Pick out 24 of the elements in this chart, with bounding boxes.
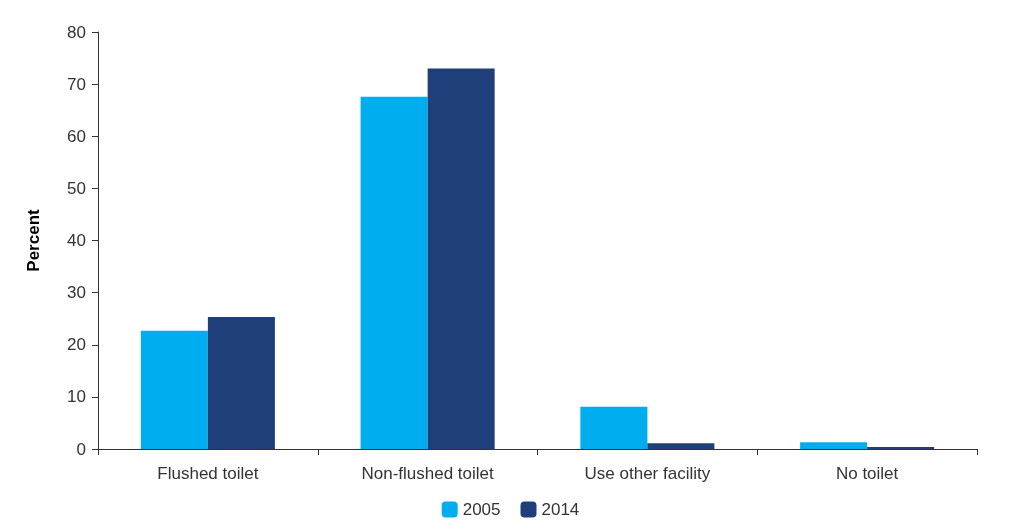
bar (427, 68, 495, 449)
legend-label: 2014 (541, 500, 580, 519)
x-tick-label: Use other facility (584, 464, 711, 483)
y-tick-label: 50 (67, 178, 86, 198)
bar (140, 330, 208, 449)
legend-label: 2005 (462, 500, 501, 519)
bar (207, 317, 275, 449)
bar (580, 406, 648, 449)
x-tick-label: Flushed toilet (157, 464, 259, 483)
y-axis-title: Percent (24, 208, 43, 272)
y-tick-label: 0 (76, 439, 86, 459)
bar (867, 446, 935, 449)
y-tick-label: 40 (67, 231, 86, 250)
y-tick-label: 80 (67, 22, 86, 42)
bar (360, 96, 428, 449)
y-tick-label: 10 (67, 387, 86, 407)
y-tick-label: 60 (67, 126, 86, 146)
y-tick-label: 30 (67, 283, 86, 303)
x-tick-label: Non-flushed toilet (361, 464, 495, 483)
y-tick-label: 20 (67, 335, 86, 355)
bar (800, 442, 868, 449)
x-tick-label: No toilet (835, 464, 899, 483)
bar (647, 443, 715, 449)
y-tick-label: 70 (67, 74, 86, 94)
